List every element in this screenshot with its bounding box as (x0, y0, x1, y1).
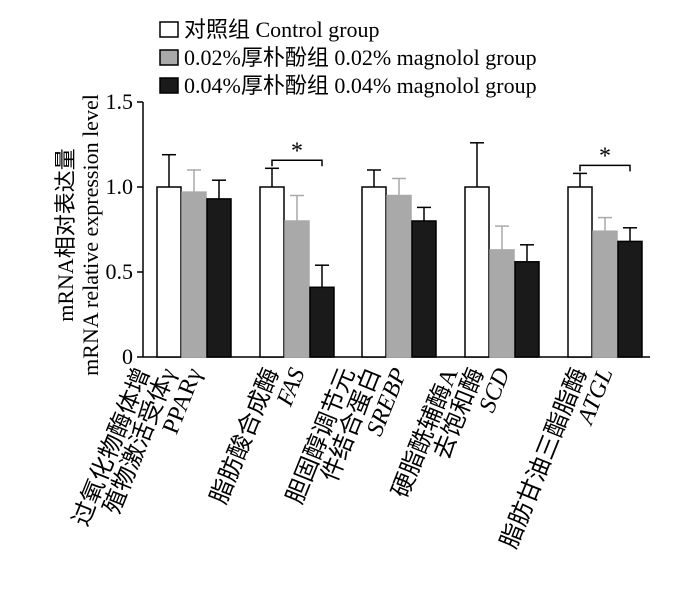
bar-atgl-series-1 (567, 186, 593, 358)
bar-pparγ-series-1 (156, 186, 182, 358)
legend-swatch-3 (159, 77, 179, 94)
y-axis-label-cn: mRNA相对表达量 (53, 148, 78, 322)
bar-atgl-series-3 (617, 240, 643, 358)
y-tick-label: 0.5 (106, 259, 134, 284)
bar-scd-series-2 (489, 249, 515, 358)
y-tick-label: 0 (122, 344, 133, 369)
legend-label-2: 0.02%厚朴酚组 0.02% magnolol group (184, 45, 537, 70)
significance-bracket (579, 164, 631, 172)
x-label-cn: 脂肪酸合成酶 (206, 364, 285, 508)
significance-bracket (271, 159, 323, 167)
legend-swatch-2 (159, 49, 179, 66)
bar-fas-series-3 (309, 286, 335, 358)
bar-fas-series-1 (259, 186, 285, 358)
bar-pparγ-series-3 (206, 198, 232, 358)
bar-srebp-series-3 (411, 220, 437, 358)
bar-srebp-series-1 (361, 186, 387, 358)
y-tick-label: 1.5 (106, 89, 134, 114)
y-axis-label: mRNA相对表达量 mRNA relative expression level (53, 94, 103, 376)
legend-label-3: 0.04%厚朴酚组 0.04% magnolol group (184, 73, 537, 98)
significance-star: * (291, 138, 303, 164)
significance-annotations: * * (271, 138, 631, 172)
x-label-en: FAS (272, 365, 311, 411)
bar-srebp-series-2 (386, 194, 412, 358)
y-tick-label: 1.0 (106, 174, 134, 199)
legend: 对照组 Control group 0.02%厚朴酚组 0.02% magnolo… (159, 17, 537, 98)
legend-swatch-1 (159, 21, 179, 38)
bar-scd-series-3 (514, 261, 540, 358)
legend-label-1: 对照组 Control group (184, 17, 380, 42)
x-label-cn: 脂肪甘油三酯脂酶 (496, 364, 593, 552)
bars (156, 142, 643, 358)
y-axis-label-en: mRNA relative expression level (78, 94, 103, 376)
bar-pparγ-series-2 (181, 191, 207, 358)
bar-scd-series-1 (464, 186, 490, 358)
significance-star: * (599, 143, 611, 169)
bar-fas-series-2 (284, 220, 310, 358)
bar-atgl-series-2 (592, 230, 618, 358)
x-axis-labels: 过氧化物酶体增殖物激活受体γPPARγ脂肪酸合成酶FAS胆固醇调节元件结合蛋白S… (68, 364, 619, 553)
